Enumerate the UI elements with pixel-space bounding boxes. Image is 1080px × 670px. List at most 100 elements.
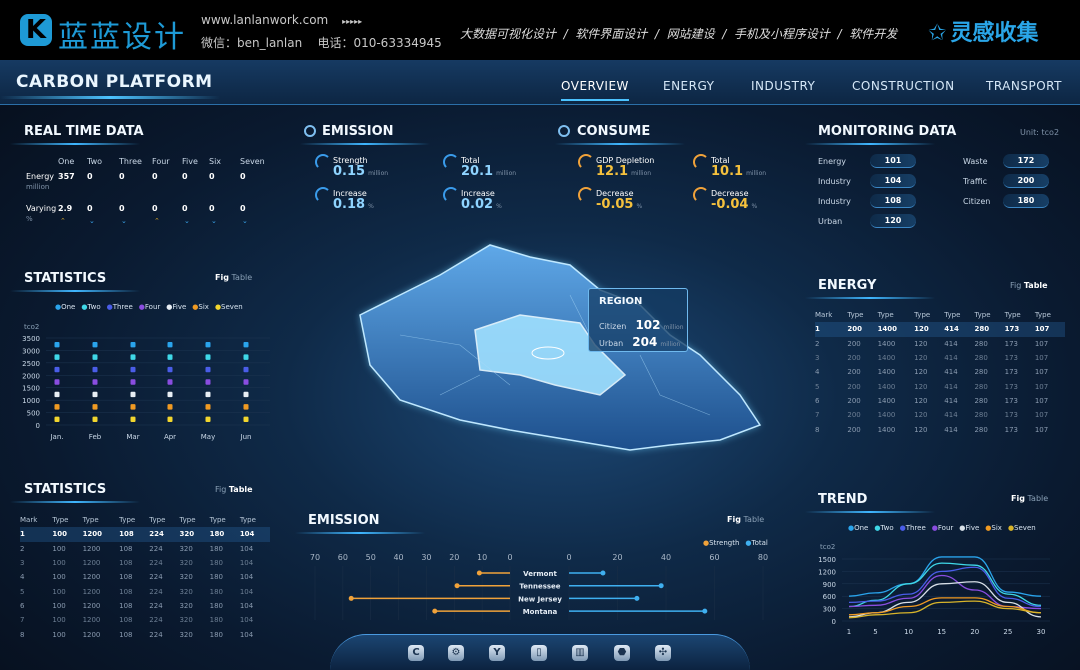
table-row[interactable]: 8 100 1200 108 224 320 180 104: [20, 627, 270, 641]
building-icon[interactable]: ▯: [531, 645, 547, 661]
table-cell: 1400: [877, 368, 896, 377]
table-row[interactable]: 1 200 1400 120 414 280 173 107: [815, 322, 1065, 337]
consume-gauge-icon: [693, 154, 709, 170]
table-row[interactable]: 2 200 1400 120 414 280 173 107: [815, 337, 1065, 351]
toggle-fig[interactable]: Fig: [215, 273, 229, 282]
region-map[interactable]: [340, 235, 780, 475]
table-cell: 104: [239, 573, 254, 582]
y-icon[interactable]: Y: [489, 645, 505, 661]
trend-down-icon: ⌄: [184, 217, 190, 225]
table-row[interactable]: 7 200 1400 120 414 280 173 107: [815, 408, 1065, 422]
bar-segment-two: [92, 354, 98, 360]
energy-toggle[interactable]: Fig Table: [1010, 281, 1048, 290]
stats-chart-toggle[interactable]: Fig Table: [215, 273, 252, 282]
x-tick-label: Mar: [126, 433, 139, 441]
toggle-table[interactable]: Table: [1027, 494, 1049, 503]
table-row[interactable]: 3 100 1200 108 224 320 180 104: [20, 556, 270, 570]
legend-label: Seven: [1014, 524, 1036, 532]
table-cell: 224: [149, 527, 180, 542]
legend-item[interactable]: ●Total: [745, 539, 768, 547]
table-cell: 100: [52, 559, 66, 568]
tab-overview[interactable]: OVERVIEW: [561, 79, 629, 101]
table-row[interactable]: 6 200 1400 120 414 280 173 107: [815, 394, 1065, 408]
left-axis-tick: 60: [338, 553, 348, 562]
legend-item[interactable]: ●Five: [166, 303, 187, 311]
table-cell: 180: [209, 559, 224, 568]
bar-segment-five: [130, 391, 136, 398]
hexagon-icon[interactable]: ⬣: [614, 645, 630, 661]
legend-item[interactable]: ●Six: [985, 524, 1002, 532]
legend-item[interactable]: ●Five: [959, 524, 980, 532]
toggle-fig[interactable]: Fig: [215, 485, 227, 494]
table-row[interactable]: 3 200 1400 120 414 280 173 107: [815, 351, 1065, 365]
c-icon[interactable]: C: [408, 645, 424, 661]
table-row[interactable]: 6 100 1200 108 224 320 180 104: [20, 599, 270, 613]
table-row[interactable]: 5 200 1400 120 414 280 173 107: [815, 379, 1065, 393]
legend-item[interactable]: ●Three: [106, 303, 133, 311]
statistics-table: Mark Type Type Type Type Type Type Type 1 100 1200…: [20, 513, 270, 642]
table-cell: 108: [119, 587, 133, 596]
factory-icon[interactable]: ▥: [572, 645, 588, 661]
toggle-table[interactable]: Table: [231, 273, 253, 282]
legend-item[interactable]: ●Six: [192, 303, 209, 311]
table-cell: 108: [119, 616, 133, 625]
table-row[interactable]: 5 100 1200 108 224 320 180 104: [20, 584, 270, 598]
table-row[interactable]: 4 200 1400 120 414 280 173 107: [815, 365, 1065, 379]
toggle-fig[interactable]: Fig: [1011, 494, 1025, 503]
website-text[interactable]: www.lanlanwork.com: [201, 13, 329, 27]
legend-item[interactable]: ●One: [55, 303, 76, 311]
toggle-table[interactable]: Table: [228, 485, 253, 494]
tab-construction[interactable]: CONSTRUCTION: [852, 79, 955, 93]
table-cell: 200: [847, 339, 861, 348]
column-header: Type: [239, 516, 256, 525]
legend-item[interactable]: ●Two: [81, 303, 101, 311]
table-cell: 173: [1004, 411, 1019, 420]
table-row[interactable]: 2 100 1200 108 224 320 180 104: [20, 542, 270, 556]
tab-energy[interactable]: ENERGY: [663, 79, 715, 93]
y-tick-label: 1200: [818, 568, 836, 576]
legend-item[interactable]: ●Four: [931, 524, 954, 532]
contact-info: 微信：ben_lanlan 电话：010-63334945: [201, 36, 442, 50]
legend-item[interactable]: ●Strength: [703, 539, 740, 547]
emission-toggle[interactable]: Fig Table: [727, 515, 764, 524]
monitor-label: Urban: [818, 217, 843, 226]
tab-industry[interactable]: INDUSTRY: [751, 79, 816, 93]
bar-segment-one: [92, 342, 98, 348]
legend-item[interactable]: ●Three: [899, 524, 926, 532]
tab-transport[interactable]: TRANSPORT: [986, 79, 1062, 93]
legend-item[interactable]: ●Two: [874, 524, 894, 532]
title-underline: [10, 501, 140, 503]
stats-table-toggle[interactable]: Fig Table: [215, 485, 253, 494]
monitor-value: 104: [870, 174, 916, 188]
table-cell: 120: [914, 382, 928, 391]
legend-item[interactable]: ●One: [848, 524, 869, 532]
table-cell: 1200: [82, 544, 101, 553]
legend-item[interactable]: ●Seven: [1007, 524, 1036, 532]
trend-toggle[interactable]: Fig Table: [1011, 494, 1048, 503]
toggle-table[interactable]: Table: [1023, 281, 1048, 290]
table-cell: 320: [179, 601, 193, 610]
trend-legend: ●One ●Two ●Three ●Four ●Five ●Six ●Seven: [848, 524, 1042, 532]
table-row[interactable]: 7 100 1200 108 224 320 180 104: [20, 613, 270, 627]
table-cell: 104: [239, 527, 270, 542]
table-row[interactable]: 4 100 1200 108 224 320 180 104: [20, 570, 270, 584]
table-row[interactable]: 8 200 1400 120 414 280 173 107: [815, 422, 1065, 436]
website-link[interactable]: www.lanlanwork.com ▸▸▸▸▸: [201, 13, 362, 27]
energy-value: 0: [152, 172, 158, 181]
table-cell: 1200: [82, 527, 120, 542]
map-highlight-region[interactable]: [474, 314, 627, 396]
column-header: Mark: [20, 516, 38, 525]
toggle-table[interactable]: Table: [743, 515, 765, 524]
y-tick-label: 3500: [22, 335, 40, 343]
table-cell: 414: [944, 339, 958, 348]
toggle-fig[interactable]: Fig: [1010, 281, 1022, 290]
table-row[interactable]: 1 100 1200 108 224 320 180 104: [20, 527, 270, 542]
toggle-fig[interactable]: Fig: [727, 515, 741, 524]
table-cell: 200: [847, 368, 861, 377]
legend-item[interactable]: ●Seven: [214, 303, 243, 311]
gear-icon[interactable]: ⚙: [448, 645, 464, 661]
grid-icon[interactable]: ✣: [655, 645, 671, 661]
emission-gauge-icon: [315, 154, 331, 170]
legend-item[interactable]: ●Four: [138, 303, 161, 311]
unit: million: [660, 341, 681, 348]
